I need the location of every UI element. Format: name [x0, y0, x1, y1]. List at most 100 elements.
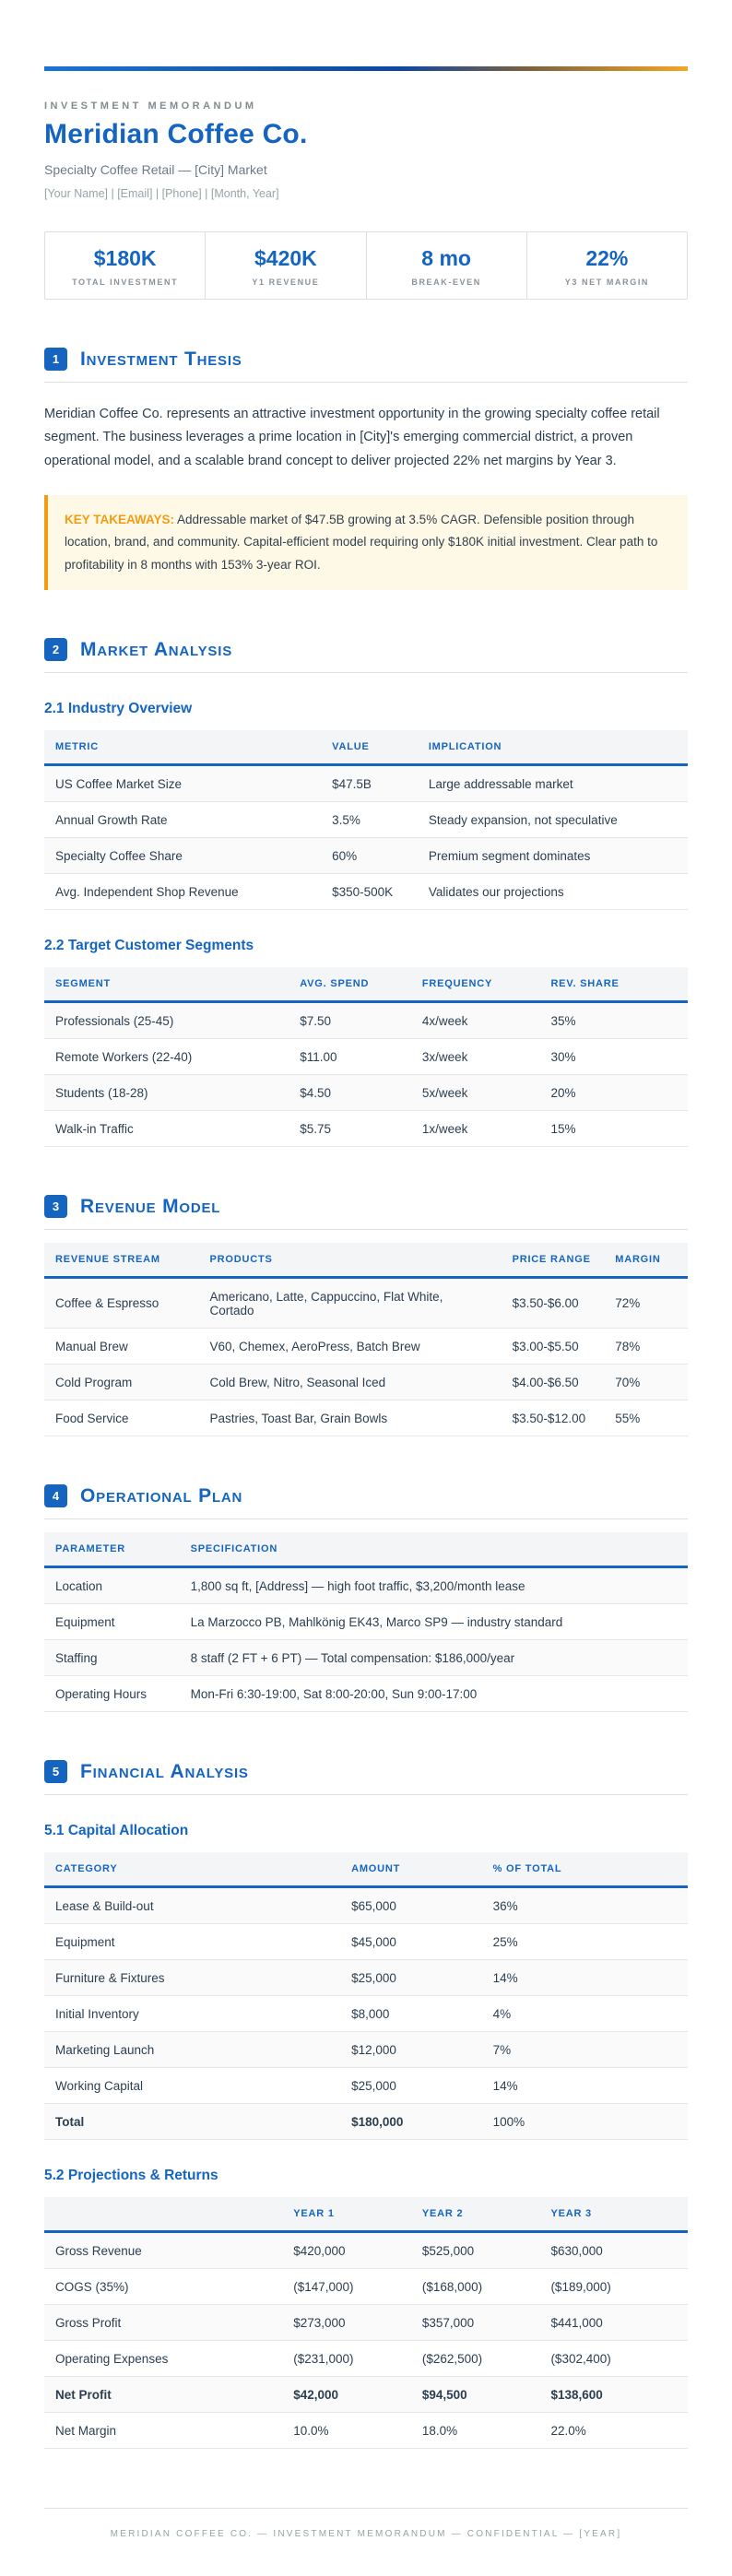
stat-value: 8 mo	[421, 246, 471, 270]
section-number-badge: 5	[44, 1760, 67, 1784]
table-cell: Net Margin	[44, 2412, 283, 2450]
company-title: Meridian Coffee Co.	[44, 119, 308, 149]
stat-label: BREAK-EVEN	[411, 278, 481, 287]
table-cell: 55%	[604, 1400, 688, 1437]
column-header: PRICE RANGE	[501, 1243, 605, 1279]
confidentiality-footer: MERIDIAN COFFEE CO. — INVESTMENT MEMORAN…	[44, 2508, 688, 2539]
table-row: Avg. Independent Shop Revenue $350-500K Va…	[44, 873, 688, 911]
table-row: US Coffee Market Size $47.5B Large address…	[44, 764, 688, 803]
table-cell: ($147,000)	[282, 2268, 411, 2306]
table-cell: $350-500K	[321, 873, 418, 911]
section-heading: 5 Financial Analysis	[44, 1760, 688, 1796]
table-cell: Staffing	[44, 1639, 180, 1677]
table-cell: $357,000	[410, 2304, 540, 2342]
table-cell: $138,600	[539, 2376, 688, 2414]
section-operational-plan: 4 Operational Plan PARAMETER SPECIFICATIO…	[44, 1484, 688, 1713]
stat-total-investment: $180K TOTAL INVESTMENT	[45, 232, 207, 299]
section-heading: 1 Investment Thesis	[44, 348, 688, 383]
table-cell: ($168,000)	[410, 2268, 540, 2306]
stat-value: 22%	[585, 246, 629, 270]
table-cell: Mon-Fri 6:30-19:00, Sat 8:00-20:00, Sun …	[179, 1675, 688, 1713]
table-row: Marketing Launch $12,000 7%	[44, 2031, 688, 2069]
table-cell: $420,000	[282, 2231, 411, 2270]
table-cell: 3.5%	[321, 801, 418, 839]
table-row: Walk-in Traffic $5.75 1x/week 15%	[44, 1110, 688, 1148]
table-cell: Initial Inventory	[44, 1995, 341, 2033]
table-cell: V60, Chemex, AeroPress, Batch Brew	[198, 1328, 502, 1365]
table-cell: 78%	[604, 1328, 688, 1365]
table-row: Manual Brew V60, Chemex, AeroPress, Batch…	[44, 1328, 688, 1365]
table-cell: $11.00	[289, 1038, 411, 1076]
column-header: MARGIN	[604, 1243, 688, 1279]
table-row: Total $180,000 100%	[44, 2103, 688, 2141]
section-financial-analysis: 5 Financial Analysis 5.1 Capital Allocat…	[44, 1760, 688, 2450]
table-cell: Large addressable market	[417, 764, 688, 803]
subsection-projections-returns: 5.2 Projections & Returns	[44, 2168, 218, 2184]
table-cell: 30%	[539, 1038, 688, 1076]
table-row: Professionals (25-45) $7.50 4x/week 35%	[44, 1001, 688, 1040]
stat-y3-net-margin: 22% Y3 NET MARGIN	[527, 232, 687, 299]
column-header: YEAR 2	[410, 2197, 540, 2233]
table-row: Gross Revenue $420,000 $525,000 $630,000	[44, 2231, 688, 2270]
callout-text: Addressable market of $47.5B growing at …	[65, 513, 658, 572]
table-cell: $3.50-$12.00	[501, 1400, 605, 1437]
column-header: VALUE	[321, 730, 418, 766]
table-row: Operating Expenses ($231,000) ($262,500) ($…	[44, 2340, 688, 2378]
table-cell: ($189,000)	[539, 2268, 688, 2306]
section-heading: 4 Operational Plan	[44, 1484, 688, 1520]
section-investment-thesis: 1 Investment Thesis Meridian Coffee Co. …	[44, 348, 688, 591]
table-cell: Operating Hours	[44, 1675, 180, 1713]
table-row: Net Profit $42,000 $94,500 $138,600	[44, 2376, 688, 2414]
table-cell: Net Profit	[44, 2376, 283, 2414]
table-cell: COGS (35%)	[44, 2268, 283, 2306]
table-cell: 18.0%	[410, 2412, 540, 2450]
contact-line: [Your Name] | [Email] | [Phone] | [Month…	[44, 187, 279, 200]
section-market-analysis: 2 Market Analysis 2.1 Industry Overview …	[44, 638, 688, 1148]
table-cell: $25,000	[340, 2067, 482, 2105]
table-cell: Food Service	[44, 1400, 199, 1437]
table-cell: $7.50	[289, 1001, 411, 1040]
subsection-capital-allocation: 5.1 Capital Allocation	[44, 1823, 189, 1839]
stat-label: Y1 REVENUE	[252, 278, 320, 287]
stat-label: Y3 NET MARGIN	[564, 278, 650, 287]
table-cell: 5x/week	[410, 1074, 540, 1112]
table-cell: Students (18-28)	[44, 1074, 289, 1112]
customer-segments-table: SEGMENT AVG. SPEND FREQUENCY REV. SHARE Prof…	[44, 967, 688, 1148]
table-cell: $5.75	[289, 1110, 411, 1148]
capital-allocation-table: CATEGORY AMOUNT% OF TOTAL Lease & Build-ou…	[44, 1852, 688, 2141]
table-cell: Validates our projections	[417, 873, 688, 911]
table-row: Gross Profit $273,000 $357,000 $441,000	[44, 2304, 688, 2342]
table-cell: La Marzocco PB, Mahlkönig EK43, Marco SP…	[179, 1603, 688, 1641]
table-row: Operating Hours Mon-Fri 6:30-19:00, Sat 8…	[44, 1675, 688, 1713]
table-cell: 4%	[481, 1995, 688, 2033]
key-takeaways-callout: KEY TAKEAWAYS: Addressable market of $47…	[44, 495, 688, 591]
key-stats-strip: $180K TOTAL INVESTMENT $420K Y1 REVENUE …	[44, 231, 688, 300]
table-row: Furniture & Fixtures $25,000 14%	[44, 1959, 688, 1997]
table-row: Cold Program Cold Brew, Nitro, Seasonal I…	[44, 1364, 688, 1401]
table-cell: Furniture & Fixtures	[44, 1959, 341, 1997]
table-cell: Gross Revenue	[44, 2231, 283, 2270]
table-cell: Gross Profit	[44, 2304, 283, 2342]
table-cell: 72%	[604, 1277, 688, 1329]
table-cell: 15%	[539, 1110, 688, 1148]
table-row: Equipment La Marzocco PB, Mahlkönig EK43,…	[44, 1603, 688, 1641]
table-cell: 36%	[481, 1886, 688, 1925]
table-cell: Americano, Latte, Cappuccino, Flat White…	[198, 1277, 502, 1329]
table-cell: 100%	[481, 2103, 688, 2141]
section-number-badge: 3	[44, 1195, 67, 1219]
table-cell: Coffee & Espresso	[44, 1277, 199, 1329]
table-cell: 14%	[481, 2067, 688, 2105]
table-header-row: METRIC VALUE IMPLICATION	[44, 730, 688, 766]
table-cell: $525,000	[410, 2231, 540, 2270]
table-cell: 4x/week	[410, 1001, 540, 1040]
section-number-badge: 2	[44, 638, 67, 662]
table-row: Equipment $45,000 25%	[44, 1923, 688, 1961]
stat-value: $420K	[254, 246, 317, 270]
table-cell: Professionals (25-45)	[44, 1001, 289, 1040]
stat-label: TOTAL INVESTMENT	[72, 278, 179, 287]
table-cell: Cold Program	[44, 1364, 199, 1401]
table-cell: Total	[44, 2103, 341, 2141]
table-cell: ($231,000)	[282, 2340, 411, 2378]
section-revenue-model: 3 Revenue Model REVENUE STREAM PRODUCTS PR…	[44, 1195, 688, 1437]
stat-value: $180K	[93, 246, 157, 270]
